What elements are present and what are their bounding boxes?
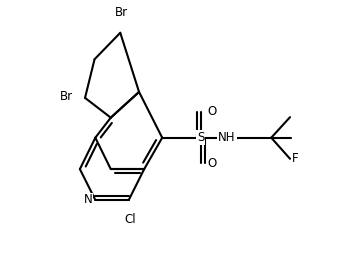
- Text: NH: NH: [218, 131, 236, 144]
- Text: N: N: [83, 193, 92, 206]
- Text: O: O: [207, 157, 217, 170]
- Text: Br: Br: [115, 6, 128, 20]
- Text: Br: Br: [60, 90, 73, 103]
- Text: O: O: [207, 106, 217, 119]
- Text: S: S: [197, 131, 204, 144]
- Text: Cl: Cl: [124, 213, 136, 226]
- Text: F: F: [292, 152, 299, 165]
